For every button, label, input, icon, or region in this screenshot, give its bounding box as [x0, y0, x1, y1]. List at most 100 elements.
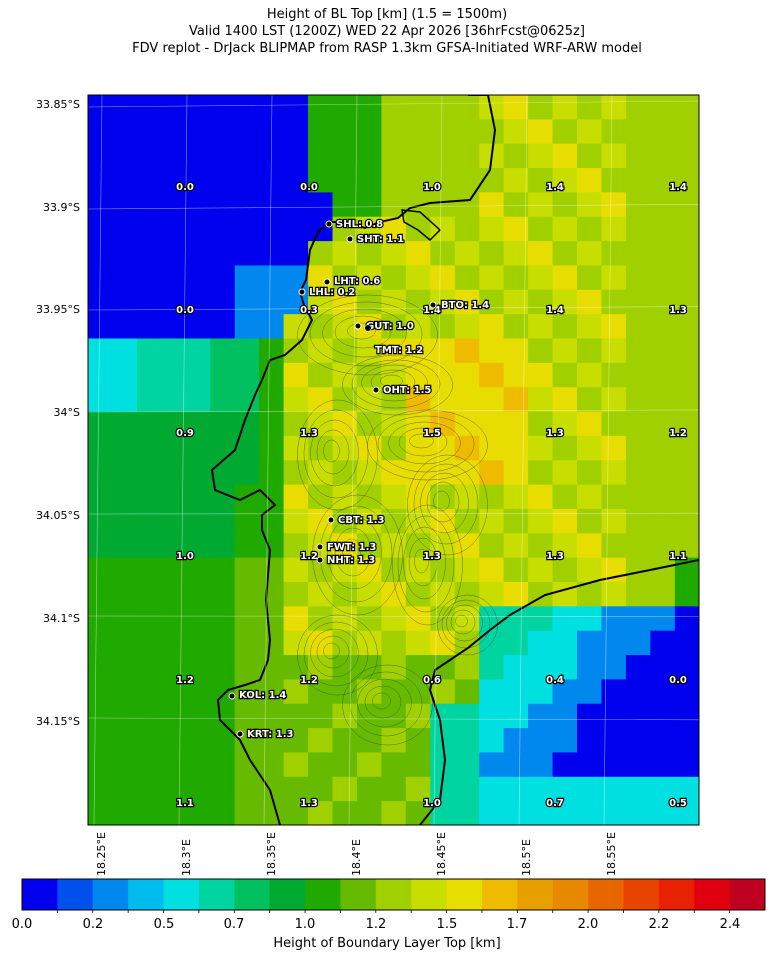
raster-cell: [356, 752, 382, 778]
raster-cell: [112, 557, 138, 583]
raster-cell: [577, 314, 603, 340]
colorbar-tick-label: 2.2: [648, 917, 670, 932]
raster-cell: [234, 95, 260, 120]
raster-cell: [479, 289, 505, 315]
raster-cell: [454, 95, 480, 120]
station-label: KRT: 1.3: [247, 729, 294, 740]
raster-cell: [601, 168, 627, 193]
raster-cell: [88, 508, 114, 534]
cell-value-label: 0.0: [176, 305, 194, 316]
raster-cell: [577, 728, 603, 754]
raster-cell: [479, 192, 505, 218]
raster-cell: [185, 655, 211, 680]
colorbar-title: Height of Boundary Layer Top [km]: [273, 936, 501, 951]
raster-cell: [528, 679, 554, 705]
raster-cell: [650, 143, 676, 169]
raster-cell: [650, 606, 676, 632]
raster-cell: [528, 606, 554, 632]
raster-cell: [112, 606, 138, 632]
raster-cell: [528, 119, 554, 145]
lat-label: 34.1°S: [43, 612, 80, 625]
raster-cell: [161, 362, 187, 388]
raster-cell: [405, 630, 431, 656]
raster-cell: [210, 314, 236, 340]
raster-cell: [259, 655, 285, 680]
raster-cell: [88, 314, 114, 340]
raster-cell: [234, 460, 260, 486]
station-dot: [236, 730, 244, 738]
raster-cell: [112, 508, 138, 534]
raster-cell: [185, 362, 211, 388]
terrain-contour: [372, 692, 391, 710]
raster-cell: [625, 168, 651, 193]
raster-cell: [161, 728, 187, 754]
raster-cell: [283, 168, 309, 193]
raster-cell: [283, 265, 309, 291]
raster-cell: [136, 338, 162, 364]
raster-cell: [210, 703, 236, 729]
cell-value-label: 1.2: [176, 675, 194, 686]
graticule-line: [178, 95, 188, 825]
raster-cell: [503, 192, 529, 218]
station-label: BTO: 1.4: [441, 300, 489, 311]
raster-cell: [381, 655, 407, 680]
raster-cell: [503, 435, 529, 461]
raster-cell: [161, 168, 187, 193]
raster-cell: [308, 582, 334, 607]
raster-cell: [454, 119, 480, 145]
raster-cell: [381, 508, 407, 534]
raster-cell: [528, 484, 554, 510]
raster-cell: [601, 582, 627, 607]
graticule-line: [88, 409, 699, 413]
raster-cell: [479, 484, 505, 510]
raster-cell: [185, 435, 211, 461]
title-line-1: Height of BL Top [km] (1.5 = 1500m): [266, 7, 508, 22]
raster-cell: [601, 265, 627, 291]
colorbar-segment: [446, 879, 483, 910]
raster-cell: [552, 655, 578, 680]
raster-cell: [625, 508, 651, 534]
raster-cell: [136, 801, 162, 825]
raster-cell: [210, 508, 236, 534]
raster-cell: [283, 679, 309, 705]
raster-cell: [356, 582, 382, 607]
raster-cell: [577, 533, 603, 559]
raster-cell: [552, 119, 578, 145]
terrain-contour: [367, 409, 488, 481]
raster-cell: [503, 265, 529, 291]
raster-cell: [528, 703, 554, 729]
raster-cell: [601, 776, 627, 802]
raster-cell: [283, 216, 309, 242]
raster-cell: [283, 241, 309, 267]
raster-cell: [454, 655, 480, 680]
colorbar-segment: [694, 879, 731, 910]
raster-cell: [259, 387, 285, 413]
raster-cell: [650, 801, 676, 825]
raster-cell: [577, 411, 603, 437]
raster-cell: [88, 362, 114, 388]
colorbar-segment: [658, 879, 695, 910]
raster-cell: [259, 606, 285, 632]
raster-cell: [356, 776, 382, 802]
colorbar-segment: [305, 879, 341, 910]
station-label: LHT: 0.6: [334, 276, 380, 287]
terrain-contour: [392, 504, 463, 626]
station-label: GUT: 1.0: [366, 321, 414, 332]
cell-value-label: 0.9: [176, 428, 194, 439]
raster-cell: [356, 703, 382, 729]
raster-cell: [674, 460, 699, 486]
raster-cell: [454, 314, 480, 340]
raster-cell: [503, 387, 529, 413]
raster-cell: [601, 289, 627, 315]
cell-value-label: 1.1: [669, 551, 687, 562]
raster-cell: [430, 95, 456, 120]
raster-cell: [650, 655, 676, 680]
raster-cell: [479, 119, 505, 145]
raster-cell: [136, 216, 162, 242]
raster-cell: [234, 241, 260, 267]
raster-cell: [674, 776, 699, 802]
raster-cell: [381, 801, 407, 825]
raster-cell: [308, 728, 334, 754]
raster-cell: [552, 289, 578, 315]
